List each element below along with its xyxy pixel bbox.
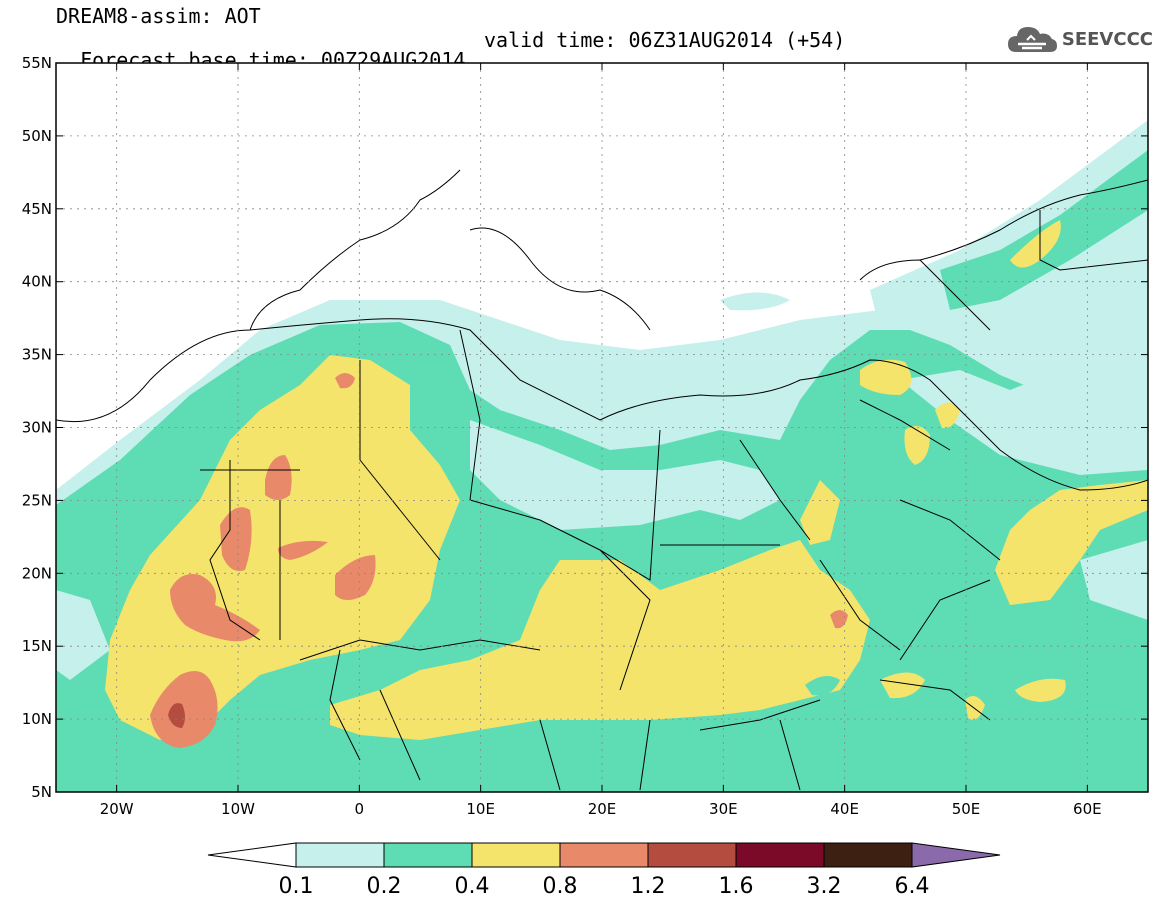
colorbar-label: 0.2 bbox=[367, 874, 402, 899]
lat-label: 25N bbox=[22, 491, 52, 509]
lat-label: 5N bbox=[31, 783, 52, 801]
lon-label: 30E bbox=[709, 800, 738, 818]
lat-label: 40N bbox=[22, 273, 52, 291]
logo-text: SEEVCCC bbox=[1061, 28, 1153, 50]
colorbar-segment bbox=[647, 842, 737, 868]
colorbar-label: 0.4 bbox=[455, 874, 490, 899]
lat-label: 45N bbox=[22, 200, 52, 218]
lon-label: 0 bbox=[355, 800, 365, 818]
lon-label: 20E bbox=[588, 800, 617, 818]
lat-label: 10N bbox=[22, 710, 52, 728]
colorbar: 0.1 0.2 0.4 0.8 1.2 1.6 3.2 6.4 bbox=[207, 842, 1001, 899]
lon-label: 40E bbox=[830, 800, 859, 818]
colorbar-label: 1.2 bbox=[631, 874, 666, 899]
lon-label: 10E bbox=[466, 800, 495, 818]
colorbar-segment bbox=[823, 842, 913, 868]
lat-label: 50N bbox=[22, 127, 52, 145]
aot-level-0.1-corridor bbox=[56, 360, 1148, 680]
aot-level-1.2 bbox=[168, 703, 185, 728]
graticule bbox=[56, 62, 1148, 793]
colorbar-segment bbox=[207, 842, 297, 868]
colorbar-segment bbox=[295, 842, 385, 868]
colorbar-label: 6.4 bbox=[895, 874, 930, 899]
lon-label: 10W bbox=[221, 800, 255, 818]
lon-label: 60E bbox=[1073, 800, 1102, 818]
aot-level-0.2-inner bbox=[475, 527, 875, 705]
colorbar-segment bbox=[383, 842, 473, 868]
longitude-labels: 20W 10W 0 10E 20E 30E 40E 50E 60E bbox=[100, 800, 1102, 818]
lon-label: 20W bbox=[100, 800, 134, 818]
cloud-icon bbox=[1007, 27, 1057, 52]
map-title: DREAM8-assim: AOT bbox=[56, 4, 261, 28]
lat-label: 55N bbox=[22, 54, 52, 72]
colorbar-label: 0.1 bbox=[279, 874, 314, 899]
colorbar-segment bbox=[911, 842, 1001, 868]
latitude-labels: 55N 50N 45N 40N 35N 30N 25N 20N 15N 10N 5N bbox=[22, 54, 52, 801]
colorbar-segment bbox=[735, 842, 825, 868]
lat-label: 30N bbox=[22, 419, 52, 437]
colorbar-label: 3.2 bbox=[807, 874, 842, 899]
colorbar-segment bbox=[471, 842, 561, 868]
valid-time: valid time: 06Z31AUG2014 (+54) bbox=[484, 28, 846, 52]
lat-label: 20N bbox=[22, 564, 52, 582]
colorbar-label: 0.8 bbox=[543, 874, 578, 899]
colorbar-segment bbox=[559, 842, 649, 868]
lat-label: 35N bbox=[22, 346, 52, 364]
coastlines bbox=[56, 169, 1148, 791]
lon-label: 50E bbox=[952, 800, 981, 818]
colorbar-label: 1.6 bbox=[719, 874, 754, 899]
lat-label: 15N bbox=[22, 637, 52, 655]
seevccc-logo: SEEVCCC bbox=[1006, 22, 1153, 56]
